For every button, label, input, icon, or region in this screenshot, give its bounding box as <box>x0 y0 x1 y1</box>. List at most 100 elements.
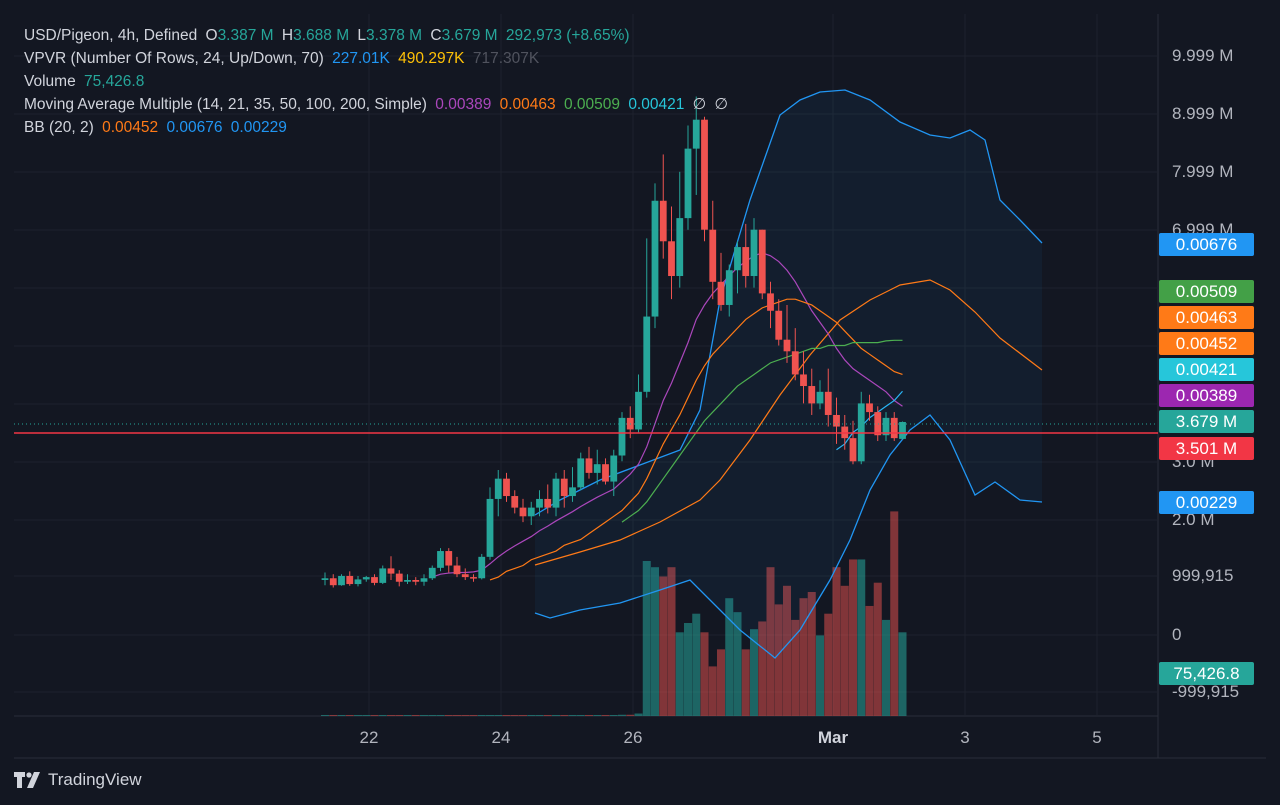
volume-bar <box>849 559 857 716</box>
candle-body <box>602 464 609 482</box>
candle-body <box>519 507 527 517</box>
mam-value-6: ∅ <box>714 96 728 113</box>
volume-bar <box>329 715 338 716</box>
candle-body <box>494 478 502 499</box>
symbol-label[interactable]: USD/Pigeon, 4h, Defined <box>24 27 198 44</box>
volume-bar <box>453 715 461 716</box>
date-tick-mar: Mar <box>817 728 849 747</box>
candle-body <box>453 565 461 575</box>
legend: USD/Pigeon, 4h, Defined O3.387 M H3.688 … <box>24 24 732 139</box>
candle-body <box>560 478 568 497</box>
candle-body <box>758 229 766 294</box>
legend-volume-row[interactable]: Volume 75,426.8 <box>24 70 732 93</box>
mam-value-4: 0.00421 <box>628 96 685 113</box>
candle-body <box>684 148 692 219</box>
volume-bar <box>642 561 651 716</box>
candle-body <box>668 241 675 277</box>
badge-ma14: 0.00389 <box>1159 384 1254 407</box>
mam-value-3: 0.00509 <box>563 96 620 113</box>
candle-body <box>395 573 403 582</box>
candle-body <box>890 417 898 439</box>
price-tick-9999: 9.999 M <box>1172 46 1234 65</box>
candle-body <box>775 310 783 340</box>
price-tick-7999: 7.999 M <box>1172 162 1234 181</box>
vpvr-up-value: 227.01K <box>332 50 390 67</box>
volume-bar <box>799 598 808 716</box>
bb-fill <box>535 90 1042 658</box>
volume-bar <box>345 715 354 716</box>
candle-body <box>428 567 436 579</box>
candle-body <box>412 579 420 582</box>
volume-bar <box>857 559 866 716</box>
volume-bar <box>576 715 585 716</box>
tradingview-watermark[interactable]: TradingView <box>14 770 142 790</box>
volume-bar <box>420 715 428 716</box>
candle-body <box>701 119 708 230</box>
badge-last-price: 3.679 M <box>1159 410 1254 433</box>
volume-bar <box>634 713 643 716</box>
volume-bar <box>898 632 907 716</box>
candle-body <box>527 507 535 517</box>
volume-label: Volume <box>24 73 76 90</box>
badge-horizontal-line: 3.501 M <box>1159 437 1254 460</box>
volume-bar <box>692 613 701 716</box>
candle-body <box>329 578 337 586</box>
volume-bar <box>873 582 882 716</box>
mam-value-2: 0.00463 <box>499 96 556 113</box>
candle-body <box>610 455 618 482</box>
candle-body <box>676 218 684 277</box>
badge-ma50: 0.00421 <box>1159 358 1254 381</box>
volume-bar <box>469 715 478 716</box>
volume-bar <box>675 632 684 716</box>
close-value: 3.679 M <box>441 27 498 44</box>
candle-body <box>833 414 840 427</box>
bb-upper-value: 0.00676 <box>166 119 223 136</box>
ma14-line <box>432 252 903 578</box>
volume-bar <box>436 715 445 716</box>
mam-label: Moving Average Multiple (14, 21, 35, 50,… <box>24 96 427 113</box>
open-value: 3.387 M <box>217 27 274 44</box>
close-label: C <box>430 27 442 44</box>
volume-bar <box>378 715 387 716</box>
candle-body <box>503 478 510 497</box>
candle-body <box>387 568 395 574</box>
volume-bar <box>494 715 503 716</box>
volume-bar <box>832 567 841 716</box>
candle-body <box>824 391 832 415</box>
volume-bar <box>486 715 494 716</box>
volume-bar <box>684 623 692 716</box>
volume-bar <box>766 567 775 716</box>
legend-bb-row[interactable]: BB (20, 2) 0.00452 0.00676 0.00229 <box>24 116 732 139</box>
price-tick-999915: 999,915 <box>1172 566 1234 585</box>
date-tick-26: 26 <box>623 728 643 747</box>
volume-bar <box>865 605 874 716</box>
candle-body <box>321 578 329 580</box>
candle-body <box>362 577 370 580</box>
badge-ma21: 0.00463 <box>1159 306 1254 329</box>
legend-symbol-row: USD/Pigeon, 4h, Defined O3.387 M H3.688 … <box>24 24 732 47</box>
vpvr-down-value: 490.297K <box>398 50 465 67</box>
candle-body <box>849 438 857 462</box>
volume-bar <box>659 576 668 716</box>
volume-value: 75,426.8 <box>84 73 145 90</box>
volume-bar <box>758 621 767 716</box>
price-tick-2: 2.0 M <box>1172 510 1215 529</box>
badge-bb-lower: 0.00229 <box>1159 491 1254 514</box>
volume-bar <box>354 715 362 716</box>
volume-bar <box>791 619 800 716</box>
bb-lower-line <box>534 414 1043 659</box>
candle-body <box>569 487 576 497</box>
volume-bar <box>428 715 437 716</box>
candle-body <box>445 551 453 566</box>
volume-bar <box>840 585 849 716</box>
candle-body <box>338 575 345 586</box>
candle-body <box>371 577 378 583</box>
candle-body <box>354 579 362 585</box>
volume-bar <box>321 715 329 716</box>
legend-mam-row[interactable]: Moving Average Multiple (14, 21, 35, 50,… <box>24 93 732 116</box>
high-label: H <box>281 27 294 44</box>
candle-body <box>577 458 585 488</box>
legend-vpvr-row[interactable]: VPVR (Number Of Rows, 24, Up/Down, 70) 2… <box>24 47 732 70</box>
candle-body <box>800 374 807 387</box>
